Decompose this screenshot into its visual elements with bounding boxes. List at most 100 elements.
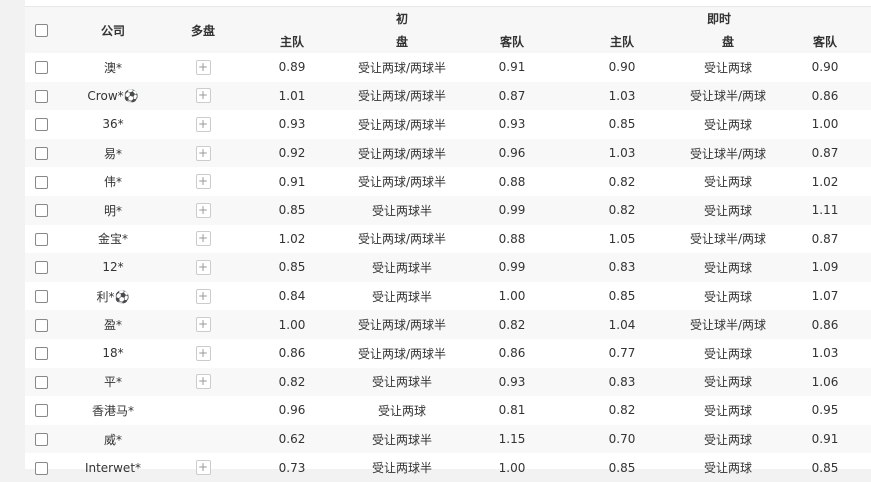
expand-plus-icon[interactable]: + [195, 88, 211, 104]
row-checkbox[interactable] [25, 167, 57, 196]
odds-table: 公司 多盘 初 即时 主队 盘 客队 主队 盘 客队 澳* + 0.89 受让两… [25, 7, 871, 482]
live-home-odds: 1.04 [567, 310, 678, 339]
live-line: 受让两球 [704, 346, 753, 361]
row-checkbox[interactable] [25, 396, 57, 425]
expand-plus-icon[interactable]: + [195, 317, 211, 333]
multi-header: 多盘 [169, 7, 237, 53]
live-line: 受让球半/两球 [689, 232, 767, 247]
company-name[interactable]: 伟* [103, 175, 122, 190]
expand-plus-icon[interactable]: + [195, 259, 211, 275]
initial-home-odds: 0.85 [237, 253, 347, 282]
multi-cell: + [169, 453, 237, 482]
expand-plus-icon[interactable]: + [195, 116, 211, 132]
table-row: 36* + 0.93 受让两球/两球半 0.93 0.85 受让两球 1.00 [25, 110, 871, 139]
live-away-odds: 1.06 [779, 367, 871, 397]
multi-cell: + [169, 138, 237, 168]
live-line: 受让两球 [677, 195, 780, 225]
live-line: 受让两球 [677, 367, 780, 397]
live-away-odds: 1.00 [811, 117, 839, 132]
initial-home-odds: 1.00 [237, 310, 347, 339]
row-checkbox[interactable] [25, 339, 57, 368]
company-name[interactable]: 12* [57, 253, 169, 282]
initial-home-odds: 0.92 [237, 138, 347, 168]
expand-plus-icon[interactable]: + [195, 202, 211, 218]
company-name[interactable]: Interwet* [84, 460, 142, 475]
initial-away-odds: 0.96 [457, 138, 568, 168]
expand-plus-icon[interactable]: + [195, 288, 211, 304]
initial-home-odds: 0.91 [278, 174, 306, 189]
live-away-odds: 0.86 [779, 310, 871, 339]
row-checkbox[interactable] [25, 367, 57, 397]
live-home-odds: 0.82 [608, 403, 636, 418]
row-checkbox[interactable] [25, 110, 57, 139]
row-checkbox[interactable] [25, 53, 57, 82]
multi-cell [169, 396, 237, 425]
initial-line: 受让两球/两球半 [357, 232, 447, 247]
initial-home-header: 主队 [237, 29, 347, 53]
initial-home-odds: 1.01 [237, 81, 347, 111]
expand-plus-icon[interactable]: + [195, 460, 211, 476]
row-checkbox[interactable] [25, 138, 57, 168]
live-away-odds: 0.87 [779, 138, 871, 168]
initial-line: 受让两球/两球半 [347, 81, 457, 111]
table-row: 12* + 0.85 受让两球半 0.99 0.83 受让两球 1.09 [25, 253, 871, 282]
initial-home-odds: 0.82 [237, 367, 347, 397]
company-name[interactable]: 明* [57, 195, 169, 225]
row-checkbox[interactable] [25, 225, 57, 254]
company-name[interactable]: 利*⚽ [96, 289, 130, 304]
row-checkbox[interactable] [25, 424, 57, 454]
live-line: 受让两球 [704, 175, 753, 190]
initial-away-odds: 1.00 [498, 289, 526, 304]
expand-plus-icon[interactable]: + [195, 174, 211, 190]
expand-plus-icon[interactable]: + [195, 231, 211, 247]
row-checkbox[interactable] [25, 282, 57, 311]
live-away-header: 客队 [779, 29, 871, 53]
live-home-odds: 0.77 [608, 346, 636, 361]
company-name[interactable]: 18* [102, 346, 124, 361]
initial-home-odds: 0.89 [278, 60, 306, 75]
company-name[interactable]: 盈* [57, 310, 169, 339]
initial-home-odds: 1.02 [278, 231, 306, 246]
initial-header: 初 [237, 7, 568, 29]
company-name[interactable]: 澳* [103, 60, 122, 75]
expand-plus-icon[interactable]: + [195, 345, 211, 361]
live-home-odds: 1.05 [608, 231, 636, 246]
company-name[interactable]: 威* [57, 424, 169, 454]
company-name[interactable]: Crow*⚽ [57, 81, 169, 111]
live-away-odds: 1.02 [811, 174, 839, 189]
expand-plus-icon[interactable]: + [195, 59, 211, 75]
table-row: 威* 0.62 受让两球半 1.15 0.70 受让两球 0.91 [25, 424, 871, 454]
table-row: 澳* + 0.89 受让两球/两球半 0.91 0.90 受让两球 0.90 [25, 53, 871, 82]
company-name[interactable]: 36* [102, 117, 124, 132]
table-row: 易* + 0.92 受让两球/两球半 0.96 1.03 受让球半/两球 0.8… [25, 138, 871, 168]
multi-cell: + [169, 81, 237, 111]
company-name[interactable]: 香港马* [91, 403, 134, 418]
multi-cell: + [169, 195, 237, 225]
initial-line: 受让两球/两球半 [357, 60, 447, 75]
company-name[interactable]: 金宝* [97, 232, 128, 247]
multi-cell: + [169, 167, 237, 196]
row-checkbox[interactable] [25, 310, 57, 339]
live-line: 受让两球 [704, 60, 753, 75]
row-checkbox[interactable] [25, 195, 57, 225]
company-name[interactable]: 易* [57, 138, 169, 168]
multi-cell: + [169, 53, 237, 82]
company-name[interactable]: 平* [57, 367, 169, 397]
table-row: 香港马* 0.96 受让两球 0.81 0.82 受让两球 0.95 [25, 396, 871, 425]
odds-table-panel: 公司 多盘 初 即时 主队 盘 客队 主队 盘 客队 澳* + 0.89 受让两… [25, 0, 871, 476]
select-all-checkbox[interactable] [25, 7, 57, 53]
initial-away-odds: 0.93 [498, 117, 526, 132]
row-checkbox[interactable] [25, 453, 57, 482]
initial-line: 受让两球/两球半 [347, 310, 457, 339]
initial-home-odds: 0.62 [237, 424, 347, 454]
table-row: 盈* + 1.00 受让两球/两球半 0.82 1.04 受让球半/两球 0.8… [25, 310, 871, 339]
initial-away-header: 客队 [457, 29, 568, 53]
initial-line-header: 盘 [347, 29, 457, 53]
initial-home-odds: 0.93 [278, 117, 306, 132]
live-line: 受让两球 [704, 461, 753, 476]
expand-plus-icon[interactable]: + [195, 374, 211, 390]
row-checkbox[interactable] [25, 81, 57, 111]
table-row: 18* + 0.86 受让两球/两球半 0.86 0.77 受让两球 1.03 [25, 339, 871, 368]
row-checkbox[interactable] [25, 253, 57, 282]
expand-plus-icon[interactable]: + [195, 145, 211, 161]
